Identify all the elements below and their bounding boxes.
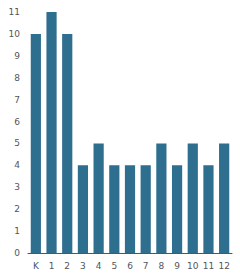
svg-text:1: 1 <box>14 226 20 236</box>
svg-text:12: 12 <box>218 261 229 271</box>
svg-text:8: 8 <box>159 261 165 271</box>
svg-text:1: 1 <box>49 261 55 271</box>
svg-text:2: 2 <box>64 261 70 271</box>
svg-text:K: K <box>33 261 40 271</box>
svg-text:4: 4 <box>96 261 102 271</box>
svg-text:3: 3 <box>80 261 86 271</box>
svg-text:5: 5 <box>111 261 117 271</box>
svg-text:9: 9 <box>174 261 180 271</box>
svg-text:11: 11 <box>9 7 20 17</box>
svg-text:4: 4 <box>14 160 20 170</box>
svg-text:8: 8 <box>14 73 20 83</box>
svg-text:6: 6 <box>127 261 133 271</box>
svg-text:7: 7 <box>14 95 20 105</box>
svg-text:0: 0 <box>14 248 20 258</box>
svg-text:2: 2 <box>14 204 20 214</box>
svg-text:3: 3 <box>14 182 20 192</box>
svg-text:7: 7 <box>143 261 149 271</box>
svg-text:5: 5 <box>14 138 20 148</box>
svg-text:9: 9 <box>14 51 20 61</box>
svg-text:11: 11 <box>203 261 214 271</box>
svg-text:6: 6 <box>14 117 20 127</box>
svg-text:10: 10 <box>9 29 21 39</box>
svg-text:10: 10 <box>187 261 199 271</box>
